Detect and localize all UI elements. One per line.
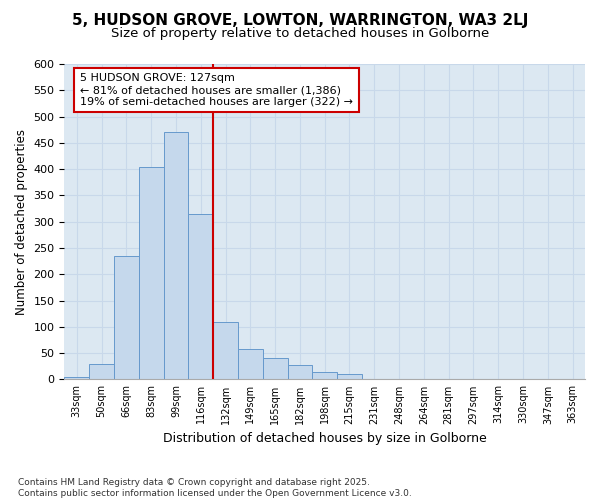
Bar [164, 132, 188, 380]
Text: Size of property relative to detached houses in Golborne: Size of property relative to detached ho… [111, 28, 489, 40]
Bar [64, 377, 89, 380]
Bar [337, 374, 362, 380]
Y-axis label: Number of detached properties: Number of detached properties [15, 128, 28, 314]
Bar [313, 372, 337, 380]
Bar [188, 214, 213, 380]
Bar [263, 358, 287, 380]
Bar [114, 256, 139, 380]
Bar [287, 365, 313, 380]
Bar [238, 350, 263, 380]
Text: Contains HM Land Registry data © Crown copyright and database right 2025.
Contai: Contains HM Land Registry data © Crown c… [18, 478, 412, 498]
X-axis label: Distribution of detached houses by size in Golborne: Distribution of detached houses by size … [163, 432, 487, 445]
Bar [89, 364, 114, 380]
Text: 5, HUDSON GROVE, LOWTON, WARRINGTON, WA3 2LJ: 5, HUDSON GROVE, LOWTON, WARRINGTON, WA3… [72, 12, 528, 28]
Text: 5 HUDSON GROVE: 127sqm
← 81% of detached houses are smaller (1,386)
19% of semi-: 5 HUDSON GROVE: 127sqm ← 81% of detached… [80, 74, 353, 106]
Bar [213, 322, 238, 380]
Bar [139, 166, 164, 380]
